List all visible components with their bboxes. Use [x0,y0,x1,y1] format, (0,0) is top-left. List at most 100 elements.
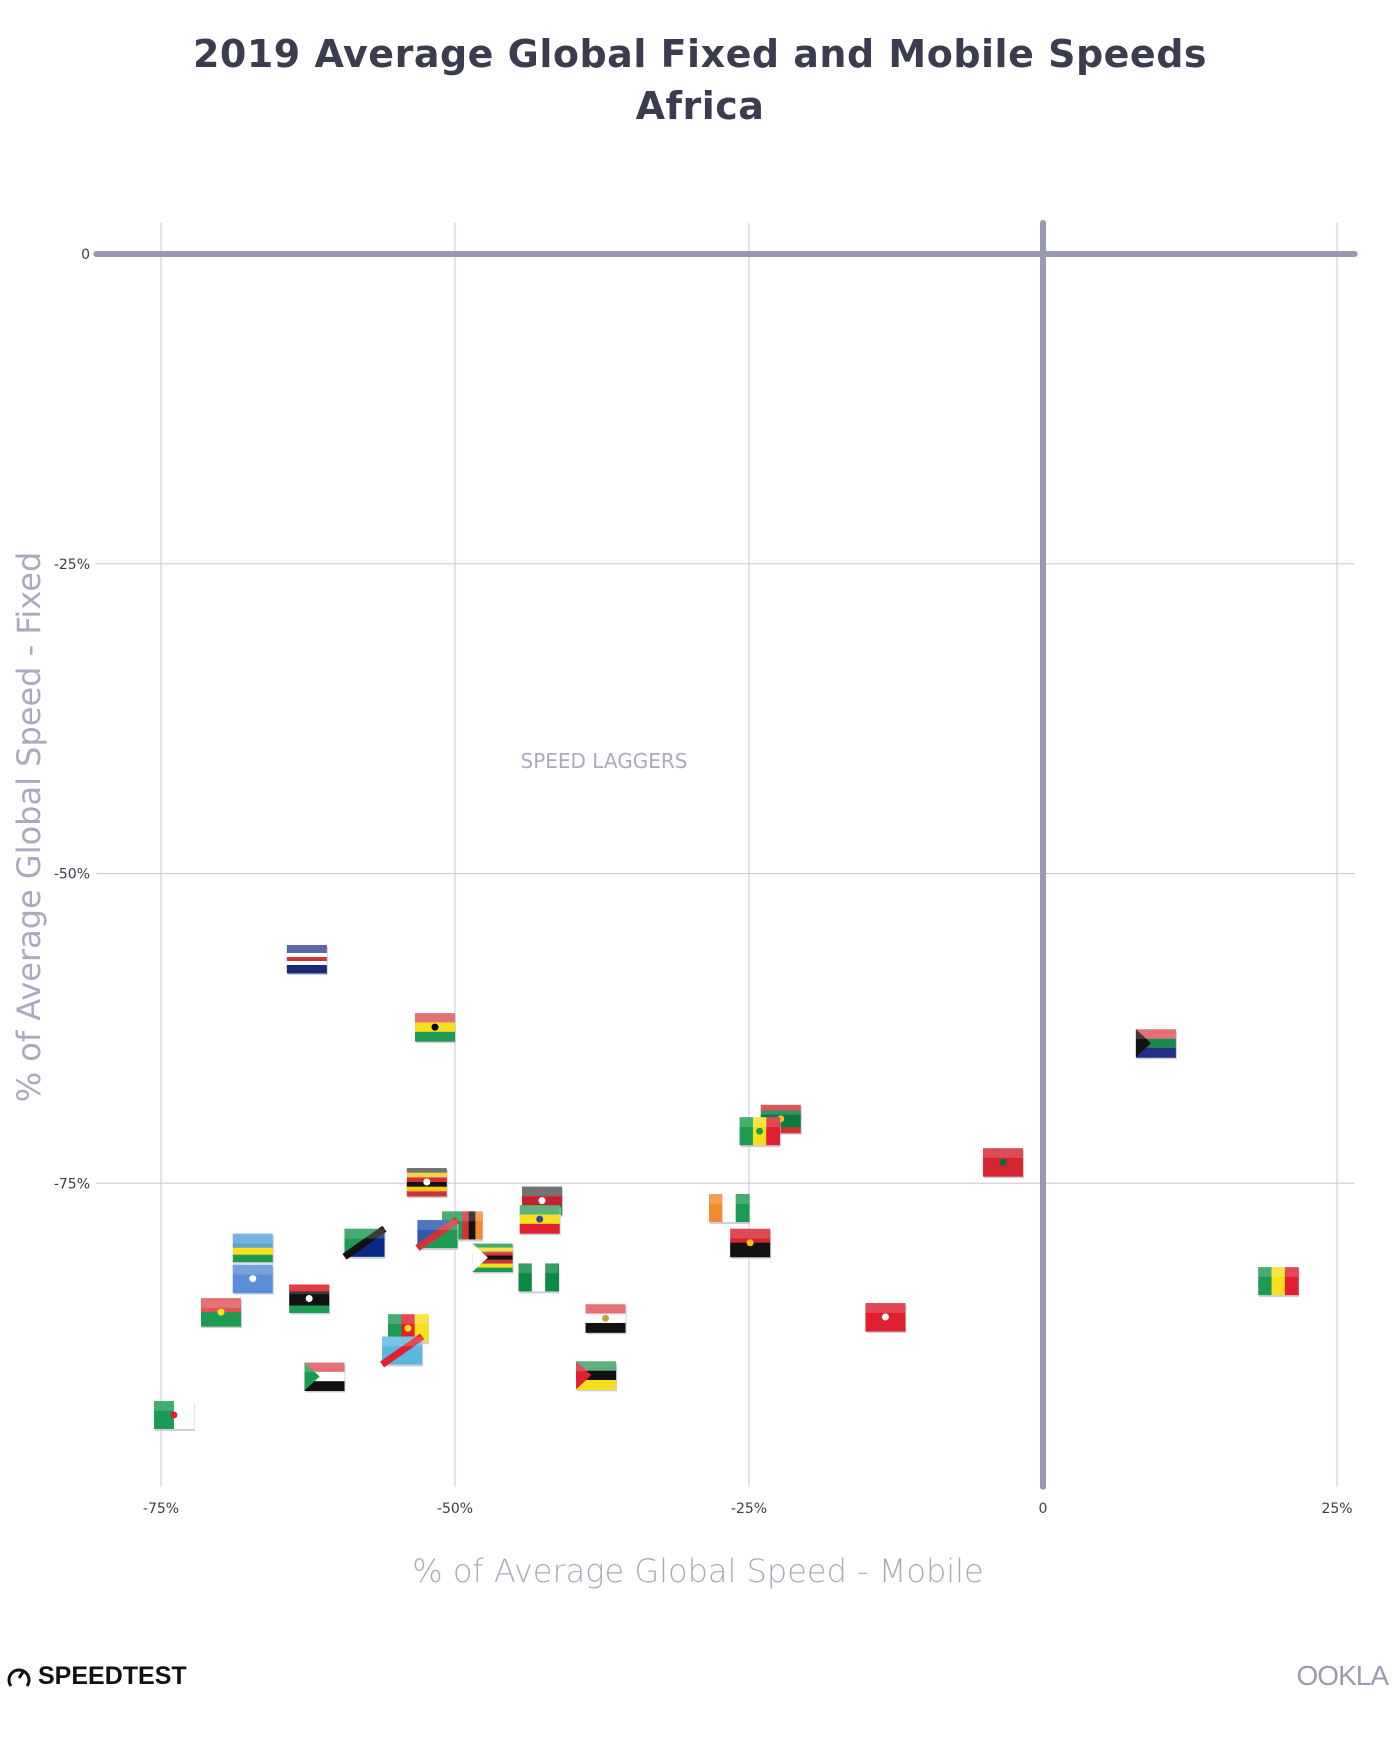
data-point-flag-ghana [415,1013,457,1044]
flag-emblem [423,1178,431,1186]
flag-gloss [576,1361,617,1372]
flag-gloss [232,1233,273,1244]
y-tick-label: -75% [54,1176,90,1192]
flag-stripe [760,1104,801,1111]
flag-gloss [519,1205,560,1215]
flag-stripe [709,1194,723,1223]
flag-stripe [531,1263,546,1292]
flag-stripe [472,1255,513,1261]
flag-stripe [462,1211,470,1240]
chart-title: 2019 Average Global Fixed and Mobile Spe… [192,32,1208,76]
flag-gloss [344,1228,385,1239]
flag-stripe [406,1172,447,1178]
x-tick-label: -75% [143,1501,179,1517]
data-point-flag-senegal [739,1117,781,1148]
flag-stripe [286,948,327,954]
y-axis-label: % of Average Global Speed - Fixed [10,552,48,1103]
flag-stripe [304,1371,345,1382]
flag-stripe [304,1362,345,1373]
flag-stripe [519,1223,560,1234]
flag-stripe [1135,1029,1176,1040]
flag-gloss [415,1013,456,1023]
flag-emblem [602,1314,610,1322]
flag-gloss [200,1298,241,1308]
y-tick-label: 0 [81,247,90,263]
ookla-logo: OOKLA [1296,1660,1389,1691]
flag-stripe [232,1254,273,1263]
flag-stripe [1258,1267,1273,1296]
flag-stripe [406,1191,447,1197]
flag-stripe [519,1205,560,1216]
flag-stripe [455,1211,463,1240]
flag-gloss [289,1284,330,1295]
flag-gloss [522,1186,563,1197]
flag-stripe [522,1186,563,1197]
flag-triangle [576,1361,592,1390]
flag-emblem [170,1411,178,1419]
flag-stripe [286,964,327,970]
x-tick-label: -25% [731,1501,767,1517]
flag-emblem [999,1158,1007,1166]
speedometer-icon [7,1668,31,1687]
data-point-flag-libya [289,1284,331,1315]
flag-stripe [576,1370,617,1381]
flag-emblem [536,1215,544,1223]
flag-gloss [983,1148,1024,1158]
flag-gloss [232,1264,273,1275]
flag-stripe [232,1233,273,1242]
flag-triangle [304,1362,320,1391]
flag-stripe [200,1312,241,1327]
flag-emblem [431,1023,439,1031]
flag-stripe [286,944,327,950]
flag-stripe [735,1194,750,1223]
data-point-flag-angola [730,1228,772,1259]
flag-stripe [387,1314,402,1343]
flag-stripe [518,1263,533,1292]
data-point-flag-dr-congo [380,1333,425,1368]
flag-emblem [881,1313,889,1321]
data-point-flag-rwanda [232,1233,274,1264]
flag-gloss [382,1336,423,1347]
flag-emblem [305,1294,313,1302]
flag-stripe [232,1240,273,1249]
flag-emblem [538,1197,546,1205]
flag-gloss [153,1400,194,1411]
flag-stripe [766,1117,781,1146]
flag-stripe [1271,1267,1286,1296]
flag-stripe [730,1242,771,1258]
flag-stripe [722,1194,737,1223]
flag-stripe [760,1121,801,1128]
flag-stripe [760,1127,801,1134]
flag-gloss [304,1362,345,1373]
flag-stripe [200,1298,241,1313]
data-point-flag-zimbabwe [472,1243,514,1274]
flag-stripe [576,1361,617,1372]
flag-stripe [286,960,327,966]
data-point-flag-sudan [304,1362,346,1393]
flag-stripe [472,1263,513,1269]
flag-band [415,1217,460,1251]
flag-stripe [286,952,327,958]
data-point-flag-cape-verde [286,944,328,975]
flag-stripe [304,1381,345,1392]
flag-stripe [545,1263,559,1292]
data-point-flag-mali [1258,1267,1300,1298]
data-point-flag-south-africa [1135,1029,1177,1060]
flag-triangle [472,1243,488,1272]
flag-emblem [249,1275,257,1283]
flag-stripe [472,1259,513,1265]
flag-stripe [173,1400,195,1429]
flag-gloss [286,944,327,955]
x-tick-label: -50% [437,1501,473,1517]
data-point-flag-nigeria [518,1263,560,1294]
flag-gloss [442,1211,483,1222]
data-point-flag-morocco [983,1148,1025,1179]
flag-gloss [472,1243,513,1254]
flag-band [342,1225,387,1260]
flag-stripe [406,1168,447,1174]
flag-stripe [576,1379,617,1390]
data-point-flag-tanzania [342,1225,387,1260]
y-tick-label: -25% [54,557,90,573]
data-point-flag-mozambique [576,1361,618,1392]
